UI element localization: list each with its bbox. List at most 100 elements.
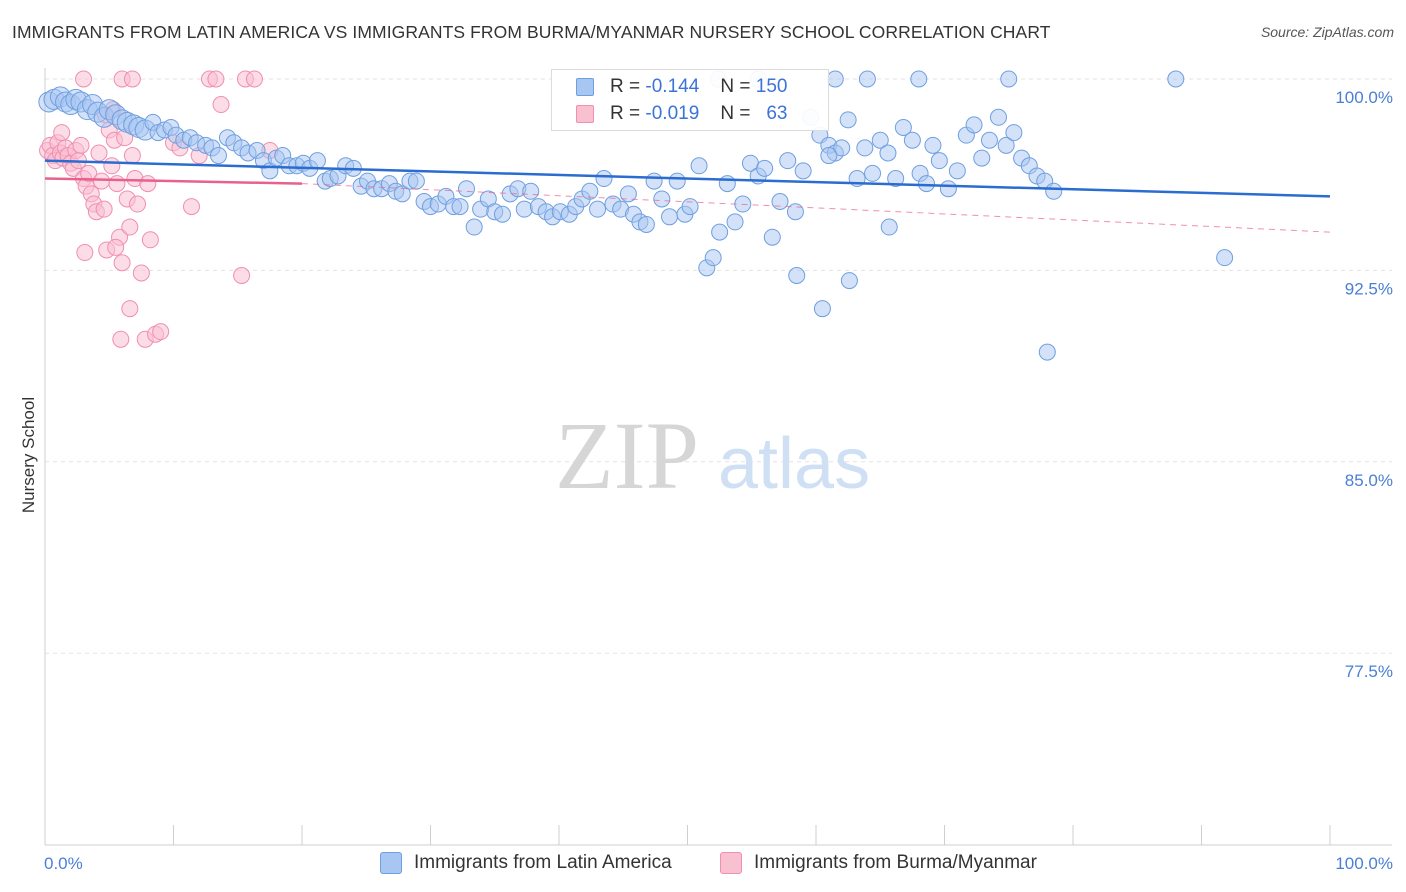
data-point-latin-america bbox=[989, 108, 1007, 126]
legend-swatch-burma bbox=[720, 852, 742, 874]
data-point-burma bbox=[75, 70, 93, 88]
data-point-burma bbox=[76, 244, 94, 262]
data-point-latin-america bbox=[763, 228, 781, 246]
data-point-latin-america bbox=[826, 70, 844, 88]
data-point-burma bbox=[182, 198, 200, 216]
data-point-latin-america bbox=[756, 159, 774, 177]
data-point-burma bbox=[107, 238, 125, 256]
y-tick-label: 77.5% bbox=[1345, 662, 1393, 681]
data-point-latin-america bbox=[910, 70, 928, 88]
data-point-burma bbox=[212, 96, 230, 114]
data-point-latin-america bbox=[980, 131, 998, 149]
data-point-burma bbox=[132, 264, 150, 282]
source-credit: Source: ZipAtlas.com bbox=[1260, 24, 1394, 40]
data-point-burma bbox=[123, 147, 141, 165]
data-point-latin-america bbox=[997, 136, 1015, 154]
data-point-latin-america bbox=[465, 218, 483, 236]
trend-line-latin-america bbox=[44, 159, 1331, 198]
r-label: R = bbox=[610, 76, 641, 97]
data-point-latin-america bbox=[619, 185, 637, 203]
data-point-burma bbox=[233, 267, 251, 285]
data-point-burma bbox=[139, 175, 157, 193]
data-point-latin-america bbox=[451, 198, 469, 216]
data-point-latin-america bbox=[581, 182, 599, 200]
data-point-latin-america bbox=[522, 182, 540, 200]
data-point-burma bbox=[141, 231, 159, 249]
data-point-latin-america bbox=[209, 147, 227, 165]
data-point-latin-america bbox=[856, 139, 874, 157]
data-point-burma bbox=[207, 70, 225, 88]
data-point-latin-america bbox=[637, 215, 655, 233]
data-point-latin-america bbox=[595, 170, 613, 188]
data-point-latin-america bbox=[1000, 70, 1018, 88]
r-value-1: -0.144 bbox=[645, 76, 700, 97]
n-value-1: 150 bbox=[755, 76, 788, 97]
data-point-latin-america bbox=[653, 190, 671, 208]
data-point-burma bbox=[121, 218, 139, 236]
data-point-burma bbox=[245, 70, 263, 88]
legend-label-latin-america: Immigrants from Latin America bbox=[414, 852, 672, 873]
data-point-burma bbox=[95, 200, 113, 218]
n-label: N = bbox=[720, 103, 751, 124]
data-point-burma bbox=[103, 157, 121, 175]
data-point-latin-america bbox=[690, 157, 708, 175]
chart-title: IMMIGRANTS FROM LATIN AMERICA VS IMMIGRA… bbox=[12, 22, 1051, 42]
data-point-latin-america bbox=[839, 111, 857, 129]
data-point-latin-america bbox=[1045, 182, 1063, 200]
data-point-latin-america bbox=[918, 175, 936, 193]
series-latin-america-points bbox=[38, 70, 1234, 361]
data-point-latin-america bbox=[948, 162, 966, 180]
data-point-burma bbox=[112, 330, 130, 348]
data-point-latin-america bbox=[903, 131, 921, 149]
data-point-burma bbox=[108, 175, 126, 193]
legend-swatch-latin-america bbox=[576, 78, 594, 96]
watermark-zip: ZIP bbox=[555, 402, 699, 509]
data-point-latin-america bbox=[786, 203, 804, 221]
x-tick-label: 0.0% bbox=[44, 854, 83, 873]
data-point-latin-america bbox=[493, 205, 511, 223]
data-point-latin-america bbox=[1038, 343, 1056, 361]
y-tick-label: 85.0% bbox=[1345, 471, 1393, 490]
y-tick-label: 92.5% bbox=[1345, 279, 1393, 298]
legend-swatch-latin-america bbox=[380, 852, 402, 874]
data-point-burma bbox=[93, 172, 111, 190]
data-point-latin-america bbox=[515, 200, 533, 218]
data-point-latin-america bbox=[393, 185, 411, 203]
data-point-latin-america bbox=[939, 180, 957, 198]
watermark-atlas: atlas bbox=[718, 424, 870, 504]
data-point-latin-america bbox=[813, 300, 831, 318]
data-point-latin-america bbox=[1216, 249, 1234, 267]
data-point-latin-america bbox=[887, 170, 905, 188]
data-point-latin-america bbox=[924, 136, 942, 154]
data-point-latin-america bbox=[794, 162, 812, 180]
x-tick-label: 100.0% bbox=[1335, 854, 1393, 873]
watermark: ZIP atlas bbox=[555, 402, 870, 509]
data-point-latin-america bbox=[864, 164, 882, 182]
data-point-latin-america bbox=[833, 139, 851, 157]
data-point-latin-america bbox=[589, 200, 607, 218]
data-point-latin-america bbox=[1005, 124, 1023, 142]
data-point-latin-america bbox=[718, 175, 736, 193]
legend-label-burma: Immigrants from Burma/Myanmar bbox=[754, 852, 1037, 873]
data-point-latin-america bbox=[858, 70, 876, 88]
data-point-latin-america bbox=[308, 152, 326, 170]
r-label: R = bbox=[610, 103, 641, 124]
stats-legend: R = -0.144 N = 150 R = -0.019 N = 63 bbox=[551, 69, 829, 131]
data-point-latin-america bbox=[879, 144, 897, 162]
y-tick-label: 100.0% bbox=[1335, 88, 1393, 107]
y-axis-label: Nursery School bbox=[19, 397, 38, 513]
data-point-latin-america bbox=[1167, 70, 1185, 88]
data-point-latin-america bbox=[880, 218, 898, 236]
data-point-latin-america bbox=[973, 149, 991, 167]
data-point-burma bbox=[129, 195, 147, 213]
data-point-burma bbox=[90, 144, 108, 162]
data-point-latin-america bbox=[871, 131, 889, 149]
data-point-latin-america bbox=[820, 147, 838, 165]
trend-line-burma bbox=[44, 177, 303, 185]
data-point-latin-america bbox=[965, 116, 983, 134]
data-point-latin-america bbox=[894, 118, 912, 136]
data-point-burma bbox=[121, 300, 139, 318]
data-point-burma bbox=[53, 124, 71, 142]
legend-swatch-burma bbox=[576, 105, 594, 123]
data-point-latin-america bbox=[930, 152, 948, 170]
